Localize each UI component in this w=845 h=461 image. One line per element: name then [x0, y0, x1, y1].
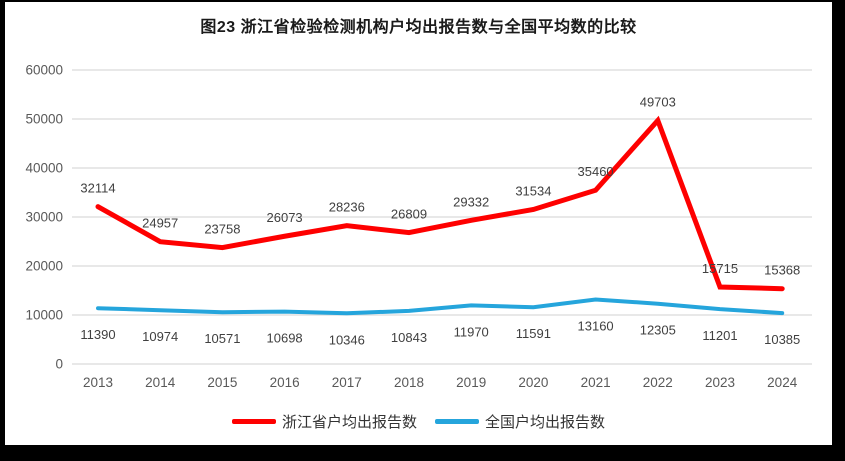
x-axis-tick-label: 2020 [518, 375, 548, 390]
y-axis-tick-label: 0 [55, 357, 63, 372]
y-axis-tick-label: 30000 [25, 210, 63, 225]
legend-swatch-red-line [231, 419, 276, 424]
legend-item-national: 全国户均出报告数 [435, 411, 605, 432]
y-axis-tick-label: 40000 [25, 161, 63, 176]
data-label-1: 11970 [454, 324, 489, 339]
data-label-0: 26073 [267, 210, 303, 225]
data-label-1: 11201 [702, 328, 737, 343]
data-label-1: 10698 [267, 331, 303, 346]
data-label-1: 10843 [391, 330, 427, 345]
data-label-1: 10571 [204, 331, 240, 346]
x-axis-tick-label: 2021 [581, 375, 611, 390]
x-axis-tick-label: 2016 [270, 375, 300, 390]
data-label-0: 23758 [204, 222, 240, 237]
data-label-0: 15715 [702, 261, 738, 276]
data-label-1: 12305 [640, 323, 676, 338]
data-label-1: 10385 [764, 332, 800, 347]
x-axis-tick-label: 2015 [207, 375, 237, 390]
y-axis-tick-label: 60000 [25, 63, 63, 78]
x-axis-tick-label: 2024 [767, 375, 798, 390]
data-label-0: 26809 [391, 207, 427, 222]
data-label-0: 31534 [515, 183, 551, 198]
y-axis-tick-label: 10000 [25, 308, 63, 323]
line-chart: 0 10000 20000 30000 40000 50000 60000 2013 2014 2… [25, 63, 812, 390]
data-label-0: 35460 [578, 164, 614, 179]
data-label-0: 28236 [329, 200, 365, 215]
chart-title: 图23 浙江省检验检测机构户均出报告数与全国平均数的比较 [200, 19, 637, 36]
x-axis-tick-label: 2017 [332, 375, 362, 390]
data-label-1: 10974 [142, 329, 178, 344]
y-axis-tick-label: 50000 [25, 112, 63, 127]
data-label-1: 11390 [80, 327, 115, 342]
x-axis-tick-label: 2022 [643, 375, 673, 390]
series-line-1 [96, 297, 785, 316]
x-axis-tick-label: 2023 [705, 375, 735, 390]
data-label-1: 11591 [516, 326, 551, 341]
data-label-0: 32114 [80, 181, 115, 196]
data-label-0: 24957 [142, 216, 178, 231]
chart-page: 图23 浙江省检验检测机构户均出报告数与全国平均数的比较 0 10000 20000… [5, 2, 832, 445]
data-label-0: 15368 [764, 263, 800, 278]
y-axis-tick-label: 20000 [25, 259, 63, 274]
x-axis-tick-label: 2018 [394, 375, 424, 390]
data-label-0: 49703 [640, 94, 676, 109]
x-axis-tick-label: 2019 [456, 375, 486, 390]
legend-label-zhejiang: 浙江省户均出报告数 [281, 414, 417, 431]
legend-item-zhejiang: 浙江省户均出报告数 [231, 411, 417, 432]
x-axis-tick-label: 2014 [145, 375, 176, 390]
data-label-1: 13160 [578, 319, 614, 334]
x-axis-tick-label: 2013 [83, 375, 113, 390]
data-label-0: 29332 [453, 194, 489, 209]
data-label-1: 10346 [329, 332, 365, 347]
legend-swatch-blue-line [435, 419, 479, 424]
chart-legend: 浙江省户均出报告数 全国户均出报告数 [5, 411, 832, 432]
series-line-0 [95, 115, 785, 292]
legend-label-national: 全国户均出报告数 [485, 414, 606, 431]
